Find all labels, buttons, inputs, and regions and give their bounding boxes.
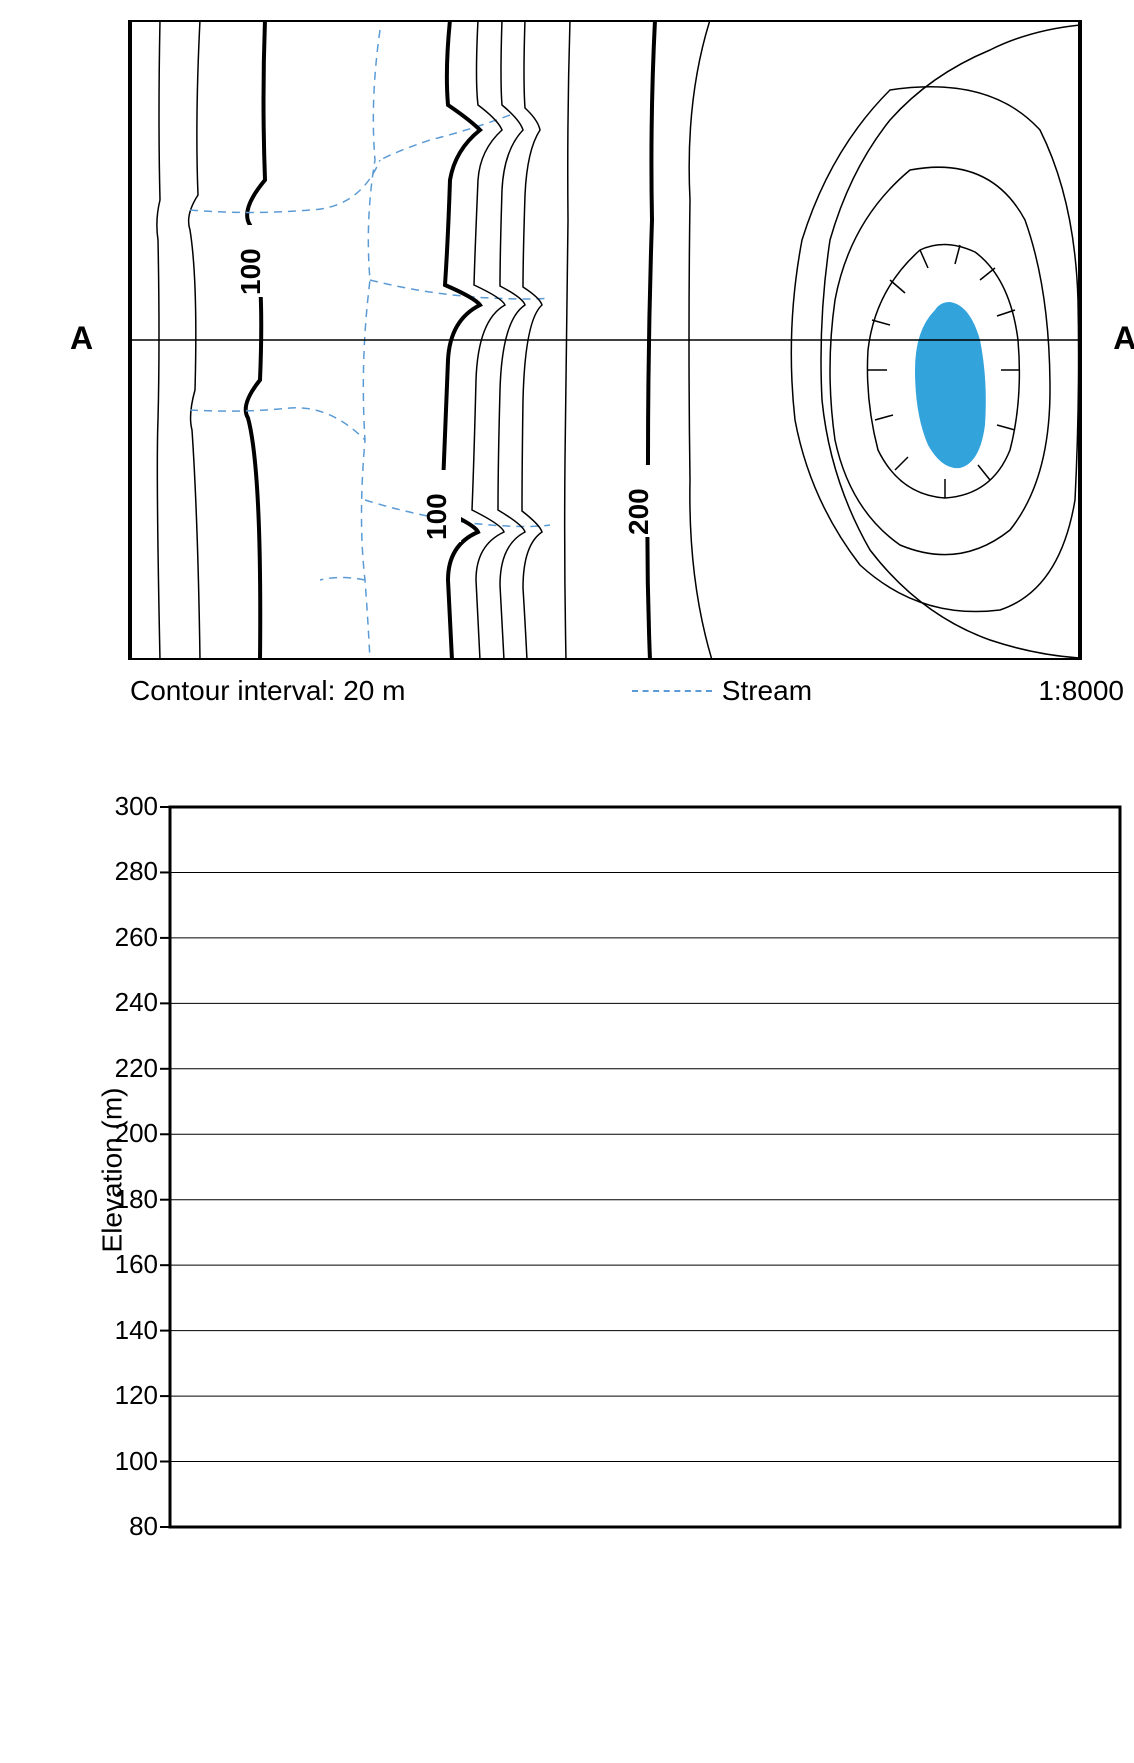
label-100-mid: 100: [421, 493, 452, 540]
map-svg: 100 100 200: [40, 20, 1090, 660]
stream-legend-label: Stream: [722, 675, 812, 707]
stream-dash-symbol: [632, 690, 712, 692]
profile-border: [170, 807, 1120, 1527]
elevation-profile: Elevation (m) 300 280 260 240: [40, 787, 1134, 1552]
label-200: 200: [623, 488, 654, 535]
tick-80: 80: [129, 1511, 158, 1541]
tick-240: 240: [115, 987, 158, 1017]
y-axis-label: Elevation (m): [96, 1087, 128, 1252]
profile-label-a: A: [70, 320, 93, 357]
tick-260: 260: [115, 922, 158, 952]
tick-140: 140: [115, 1315, 158, 1345]
tick-160: 160: [115, 1249, 158, 1279]
topographic-map: A A': [40, 20, 1134, 707]
tick-100: 100: [115, 1446, 158, 1476]
profile-svg: 300 280 260 240 220 200: [40, 787, 1134, 1547]
label-100-left: 100: [235, 248, 266, 295]
tick-300: 300: [115, 791, 158, 821]
tick-280: 280: [115, 856, 158, 886]
map-legend: Contour interval: 20 m Stream 1:8000: [40, 675, 1134, 707]
scale-label: 1:8000: [1038, 675, 1124, 707]
stream-legend: Stream: [632, 675, 812, 707]
contour-interval-label: Contour interval: 20 m: [130, 675, 405, 707]
tick-120: 120: [115, 1380, 158, 1410]
tick-220: 220: [115, 1053, 158, 1083]
profile-label-a-prime: A': [1113, 320, 1134, 357]
